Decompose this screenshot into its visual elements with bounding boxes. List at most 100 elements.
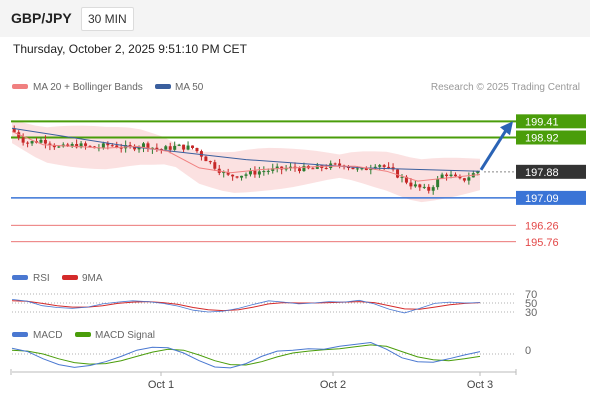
candle-body [262,171,266,173]
candle-body [182,144,186,150]
candle-body [347,167,351,169]
candle-body [146,143,150,150]
bollinger-bands [12,120,480,203]
candle-body [476,171,480,174]
instrument-label: GBP/JPY [11,10,72,26]
candle-body [168,146,172,150]
rsi-line [11,299,481,314]
candle-body [137,147,141,150]
candle-body [257,171,261,175]
candle-body [191,145,195,148]
candle-body [382,165,386,167]
candle-body [115,145,119,148]
macd-signal-legend: MACD Signal [95,330,155,341]
bollinger-band-area [12,120,480,203]
price-level-text-4: 196.26 [525,220,559,232]
candle-body [48,143,52,146]
macd-signal-legend-swatch [75,332,91,337]
candle-body [208,161,212,163]
candle-body [164,146,168,150]
rsi-ma-legend: 9MA [82,273,103,284]
rsi-legend: RSI [33,273,50,284]
price-tag-3 [516,190,586,205]
candle-body [378,165,382,167]
arrow-shaft [479,129,508,171]
candle-body [213,162,217,169]
candle-body [289,166,293,169]
candle-body [195,147,199,152]
candle-body [284,168,288,170]
axis-tick-label-0: Oct 1 [148,379,174,391]
candle-body [43,139,47,144]
price-level-text-5: 195.76 [525,237,559,249]
rsi-ma-line [11,300,481,312]
candle-body [266,170,270,172]
rsi-ma-legend-swatch [62,275,78,280]
candle-body [462,178,466,181]
candle-body [119,147,123,149]
candle-body [186,145,190,150]
candle-body [240,175,244,178]
candle-body [351,167,355,170]
candle-body [297,168,301,172]
candle-body [333,163,337,165]
time-axis: Oct 1 Oct 2 Oct 3 [10,369,517,391]
price-tag-0 [516,114,586,129]
candle-body [30,141,34,144]
moving-averages [11,127,481,182]
ma50-line [11,127,481,172]
legend-ma20: MA 20 + Bollinger Bands [33,82,143,93]
macd-line [11,341,481,369]
candle-body [404,176,408,183]
candle-body [204,156,208,162]
price-levels [11,120,516,243]
price-tag-2 [516,164,586,179]
candle-body [467,177,471,181]
axis-tick-label-1: Oct 2 [320,379,346,391]
candle-body [440,174,444,179]
header-bar: GBP/JPY 30 MIN [0,0,590,37]
candle-body [364,168,368,171]
candle-body [222,172,226,174]
candle-body [150,147,154,150]
candle-body [396,169,400,178]
candle-body [302,165,306,172]
macd-signal-line [11,344,481,366]
candle-body [177,144,181,146]
candle-body [387,166,391,168]
price-tag-text-3: 197.09 [525,193,559,205]
price-tag-text-2: 197.88 [525,167,559,179]
candle-body [159,148,163,150]
candle-body [324,167,328,169]
candle-body [369,168,373,171]
candle-body [271,168,275,171]
legend-ma50: MA 50 [175,82,204,93]
candle-body [418,184,422,188]
candle-body [355,168,359,170]
candle-body [226,172,230,175]
timestamp: Thursday, October 2, 2025 9:51:10 PM CET [13,42,247,56]
timeframe-button[interactable]: 30 MIN [81,7,134,31]
candle-body [84,143,88,146]
candle-body [110,145,114,147]
candle-body [445,174,449,177]
rsi-level-label-2: 30 [525,307,537,319]
candle-body [311,168,315,170]
candle-body [39,139,43,143]
candle-body [173,145,177,150]
candle-body [106,143,110,146]
price-tag-1 [516,130,586,145]
candle-body [75,144,79,148]
candle-body [57,146,61,148]
candle-body [12,128,16,133]
candle-body [413,184,417,187]
candle-body [453,174,457,177]
candle-body [21,137,25,143]
candle-body [338,163,342,166]
axis-tick-label-2: Oct 3 [467,379,493,391]
candle-body [231,174,235,177]
price-tag-text-1: 198.92 [525,133,559,145]
price-tag-text-0: 199.41 [525,116,559,128]
